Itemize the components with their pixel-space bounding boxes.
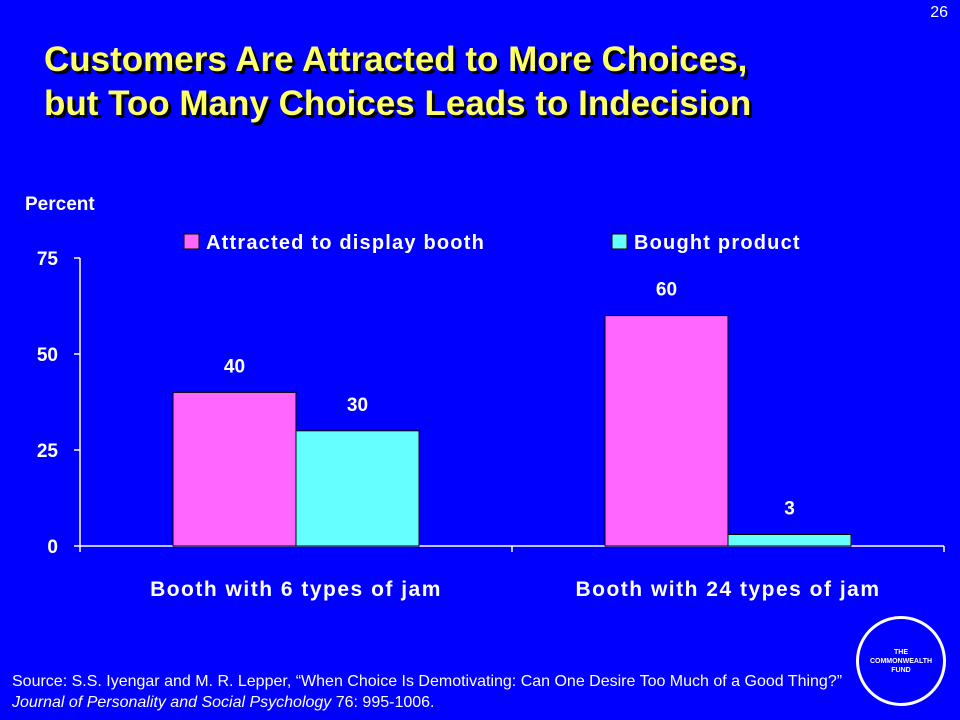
logo-line-1: THE [894, 648, 908, 656]
data-label: 30 [347, 395, 368, 416]
legend-swatch [611, 233, 628, 250]
x-category-label: Booth with 24 types of jam [575, 578, 880, 601]
title-line-2: but Too Many Choices Leads to Indecision [44, 84, 752, 123]
slide-number: 26 [930, 4, 948, 21]
x-category-label: Booth with 6 types of jam [150, 578, 442, 601]
bar [172, 391, 297, 547]
data-label: 60 [656, 280, 677, 301]
y-tick-label: 25 [37, 441, 59, 462]
y-tick-label: 75 [37, 249, 59, 270]
source-citation: Source: S.S. Iyengar and M. R. Lepper, “… [12, 671, 852, 713]
logo-line-2: COMMONWEALTH [869, 657, 933, 665]
y-tick-label: 0 [47, 537, 58, 558]
source-prefix: Source: S.S. Iyengar and M. R. Lepper, “… [12, 673, 843, 690]
title-line-1: Customers Are Attracted to More Choices, [44, 40, 748, 79]
y-tick-label: 50 [37, 345, 58, 366]
data-label: 40 [224, 356, 245, 377]
bar [295, 430, 420, 547]
y-axis-label: Percent [25, 194, 95, 215]
source-suffix: 76: 995-1006. [331, 694, 435, 711]
source-journal: Journal of Personality and Social Psycho… [12, 694, 332, 711]
legend-label: Bought product [634, 232, 801, 254]
legend-swatch [183, 233, 200, 250]
slide-title: Customers Are Attracted to More Choices,… [44, 38, 924, 126]
logo-line-3: FUND [891, 666, 911, 674]
bar [727, 533, 852, 547]
commonwealth-fund-logo: THE COMMONWEALTH FUND [856, 616, 946, 706]
data-label: 3 [784, 498, 795, 519]
legend-label: Attracted to display booth [206, 232, 485, 254]
bar [604, 315, 729, 547]
